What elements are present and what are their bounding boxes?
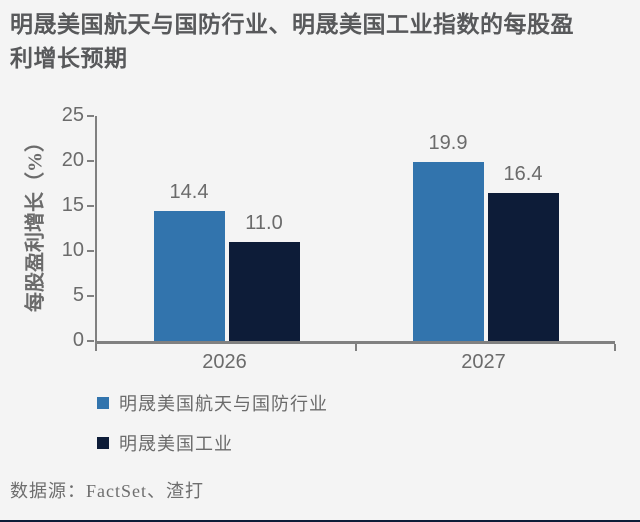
legend-swatch bbox=[97, 437, 109, 449]
bar: 16.4 bbox=[487, 163, 559, 341]
bar: 19.9 bbox=[412, 132, 484, 341]
legend-label: 明晟美国航天与国防行业 bbox=[119, 394, 328, 414]
y-tick-label: 15 bbox=[61, 194, 84, 216]
bar-value-label: 11.0 bbox=[245, 212, 283, 234]
y-tick-label: 0 bbox=[72, 329, 84, 351]
bottom-rule bbox=[0, 520, 640, 522]
category-group: 19.9 16.4 bbox=[356, 116, 615, 341]
legend-label: 明晟美国工业 bbox=[119, 434, 233, 454]
y-tick-mark bbox=[87, 295, 94, 297]
category-group: 14.4 11.0 bbox=[97, 116, 356, 341]
x-tick-label: 2027 bbox=[461, 351, 506, 373]
bar-value-label: 16.4 bbox=[503, 163, 543, 186]
legend-item: 明晟美国航天与国防行业 bbox=[97, 391, 328, 415]
y-tick-label: 20 bbox=[61, 149, 84, 171]
x-tick-mark bbox=[95, 344, 97, 351]
legend-item: 明晟美国工业 bbox=[97, 431, 328, 455]
x-tick-mark bbox=[355, 344, 357, 351]
plot-area: 14.4 11.0 19.9 16.4 bbox=[95, 116, 616, 351]
chart-legend: 明晟美国航天与国防行业 明晟美国工业 bbox=[97, 391, 328, 471]
y-tick-label: 5 bbox=[72, 284, 84, 306]
bar-value-label: 14.4 bbox=[169, 181, 209, 204]
bar: 11.0 bbox=[228, 212, 300, 341]
x-tick-mark bbox=[614, 344, 616, 351]
bar-value-label: 19.9 bbox=[428, 131, 468, 154]
bar: 14.4 bbox=[153, 181, 225, 341]
chart-title: 明晟美国航天与国防行业、明晟美国工业指数的每股盈利增长预期 bbox=[10, 12, 574, 71]
y-tick-label: 10 bbox=[61, 239, 84, 261]
y-tick-mark bbox=[87, 205, 94, 207]
y-tick-mark bbox=[87, 340, 94, 342]
y-tick-mark bbox=[87, 115, 94, 117]
legend-swatch bbox=[97, 397, 109, 409]
y-tick-mark bbox=[87, 160, 94, 162]
x-tick-label: 2026 bbox=[202, 351, 247, 373]
y-tick-label: 25 bbox=[61, 104, 84, 126]
source-note: 数据源：FactSet、渣打 bbox=[10, 481, 204, 501]
y-tick-mark bbox=[87, 250, 94, 252]
